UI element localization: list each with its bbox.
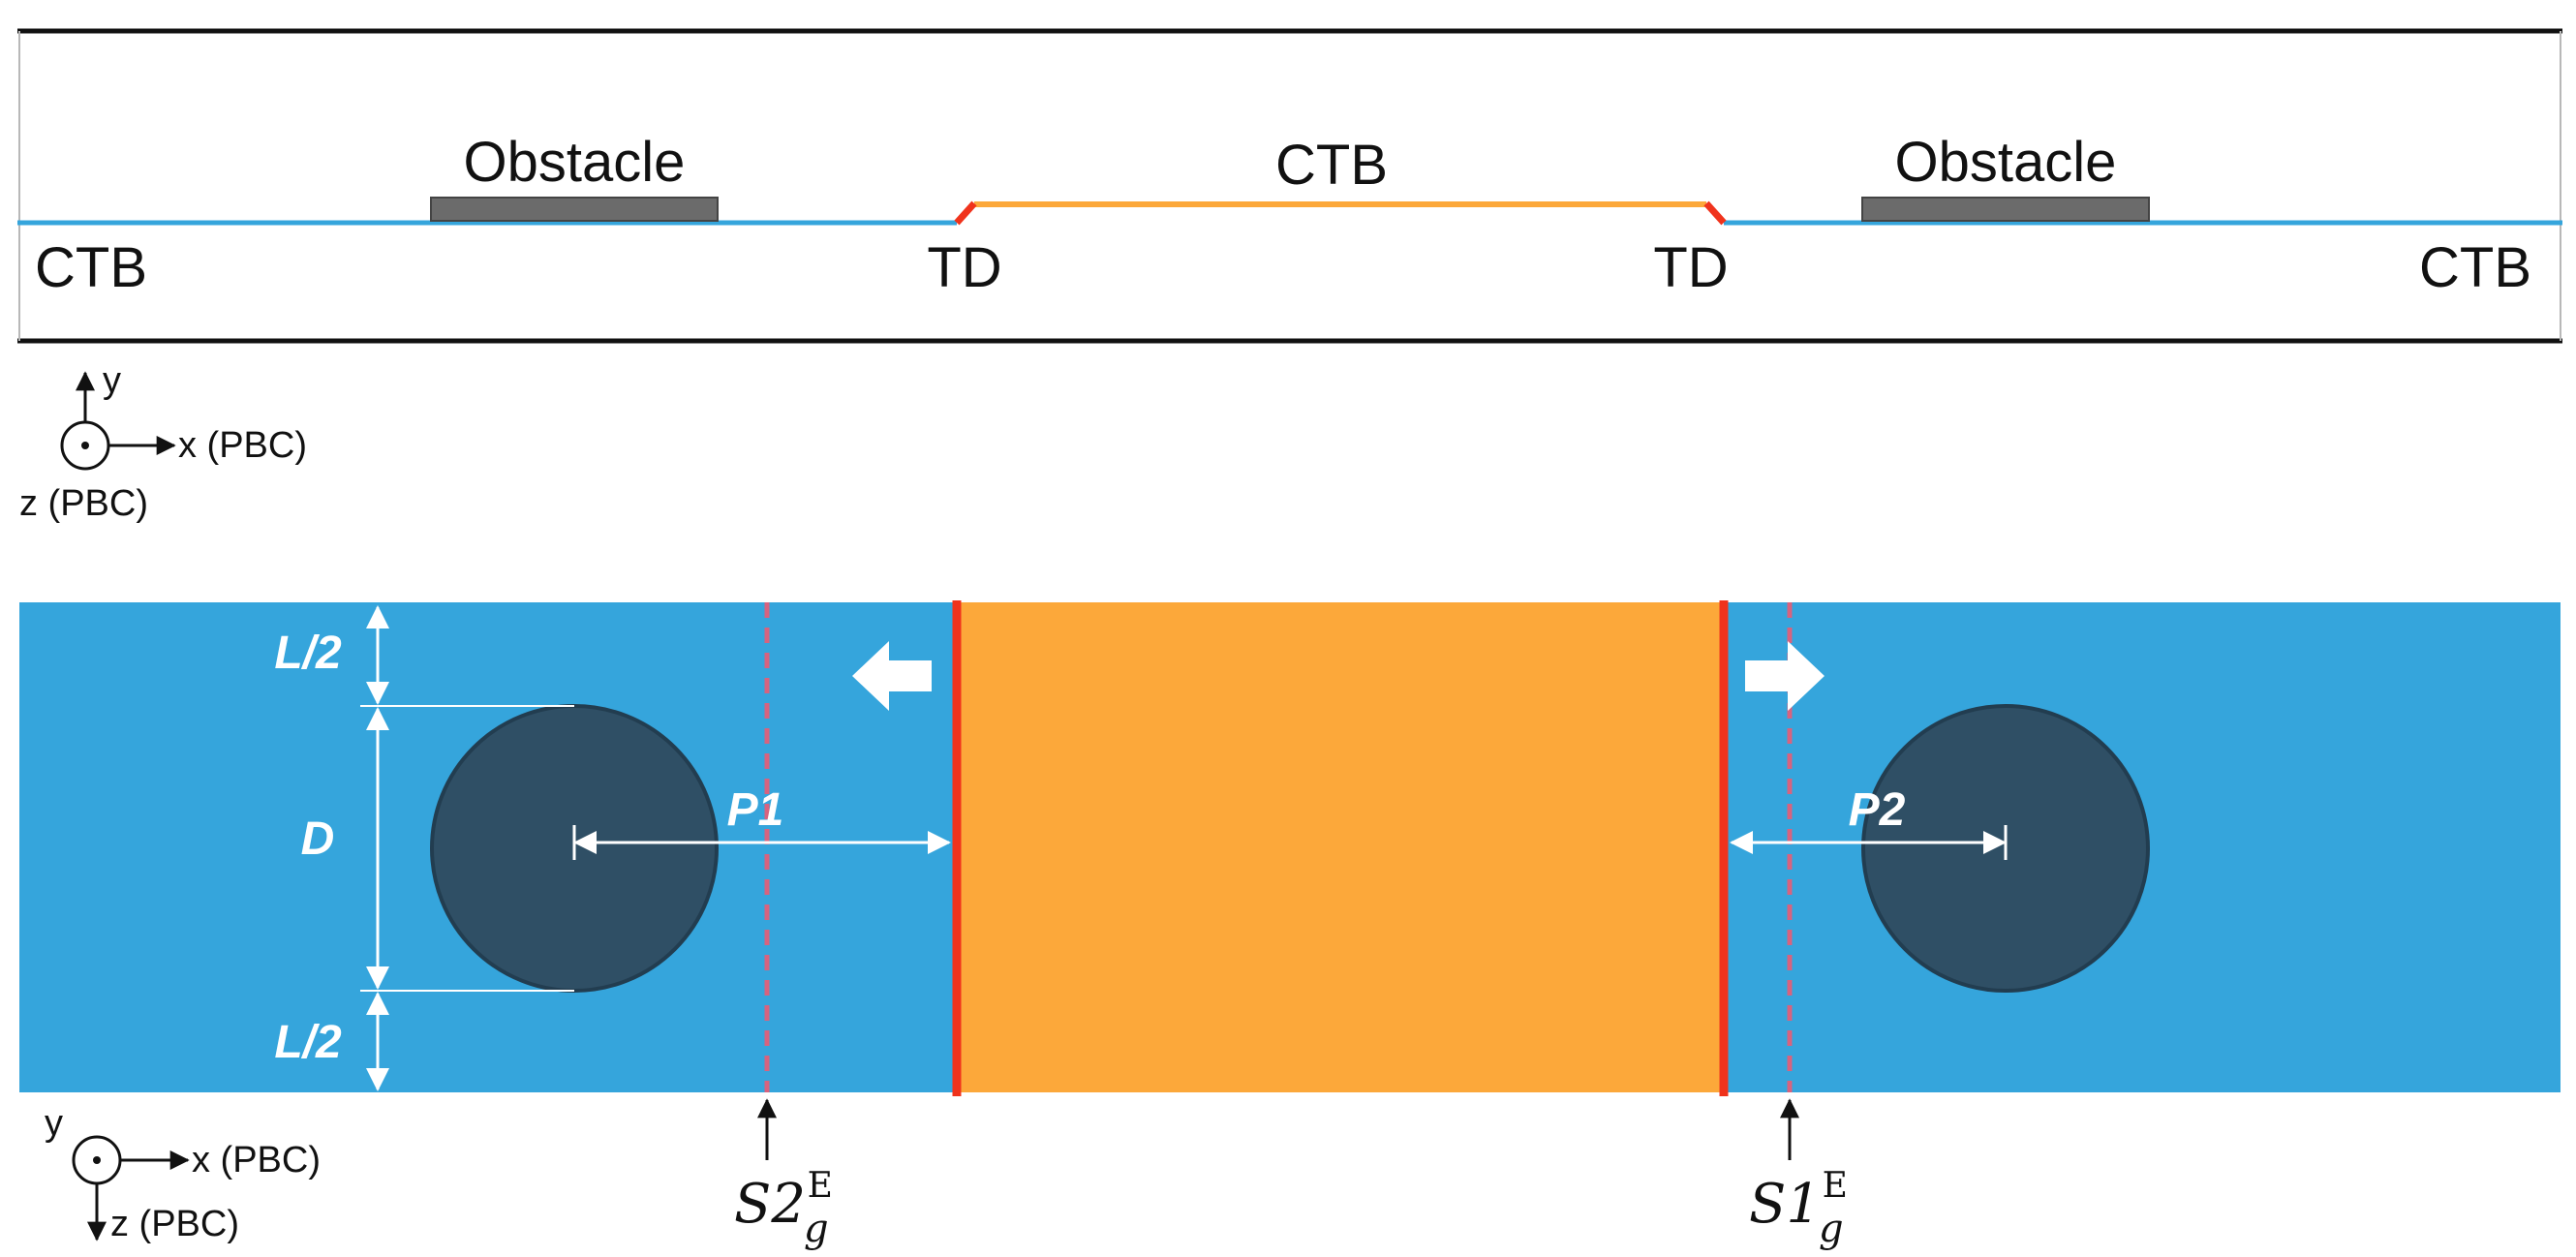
ctb-label-right: CTB: [2419, 236, 2531, 299]
x-axis-label: x (PBC): [178, 425, 307, 466]
axes-indicator-top: y x (PBC) z (PBC): [19, 360, 307, 524]
l-half-label-top: L/2: [274, 628, 342, 679]
migration-arrow-left: [852, 641, 932, 711]
ctb-label-center: CTB: [1275, 134, 1388, 197]
p2-label: P2: [1849, 784, 1906, 836]
sampling-marker-s1: S1gE: [1749, 1098, 1848, 1251]
s1-superscript: E: [1823, 1166, 1848, 1206]
s2-subscript: g: [804, 1207, 829, 1251]
d-label: D: [301, 813, 335, 865]
y-axis-label: y: [103, 360, 121, 401]
l-half-label-bottom: L/2: [274, 1017, 342, 1068]
z-axis-dot: [81, 442, 89, 449]
twin-region: [957, 602, 1724, 1092]
axes-indicator-bottom: y x (PBC) z (PBC): [45, 1103, 321, 1244]
s2-label: S2gE: [734, 1166, 833, 1251]
td-step-left: [954, 200, 977, 226]
s1-label: S1gE: [1749, 1166, 1848, 1251]
y-axis-label-bottom: y: [45, 1103, 63, 1144]
sampling-marker-s2: S2gE: [734, 1098, 833, 1251]
s2-main-text: S2: [734, 1173, 806, 1236]
obstacle-block-left: [430, 197, 719, 222]
ctb-label-left: CTB: [35, 236, 147, 299]
s2-superscript: E: [808, 1166, 833, 1206]
p1-label: P1: [727, 784, 784, 836]
s1-main-text: S1: [1749, 1173, 1821, 1236]
s1-subscript: g: [1819, 1207, 1844, 1251]
obstacle-label-right: Obstacle: [1895, 131, 2117, 194]
x-axis-label-bottom: x (PBC): [192, 1140, 321, 1180]
obstacle-block-right: [1861, 197, 2150, 222]
td-label-left: TD: [927, 236, 1001, 299]
z-axis-label: z (PBC): [19, 483, 148, 524]
td-label-right: TD: [1653, 236, 1728, 299]
top-view-panel: Obstacle Obstacle CTB CTB CTB TD TD: [17, 28, 2562, 344]
y-axis-dot-bottom: [93, 1156, 101, 1164]
bottom-view-panel: L/2 D L/2 P1 P2: [19, 600, 2561, 1096]
z-axis-label-bottom: z (PBC): [110, 1204, 239, 1244]
migration-arrow-right: [1745, 641, 1825, 711]
obstacle-label-left: Obstacle: [464, 131, 686, 194]
td-step-right: [1703, 200, 1727, 226]
